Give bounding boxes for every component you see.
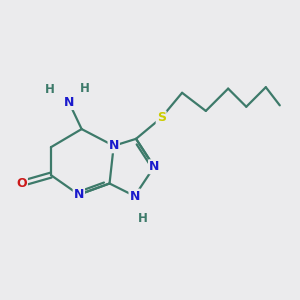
Text: N: N — [74, 188, 84, 201]
Text: O: O — [16, 177, 27, 190]
Text: H: H — [80, 82, 89, 95]
Text: N: N — [149, 160, 159, 173]
Text: N: N — [130, 190, 140, 202]
Text: H: H — [45, 83, 55, 97]
Text: N: N — [109, 139, 119, 152]
Text: H: H — [138, 212, 148, 225]
Text: N: N — [64, 96, 74, 109]
Text: S: S — [157, 111, 166, 124]
